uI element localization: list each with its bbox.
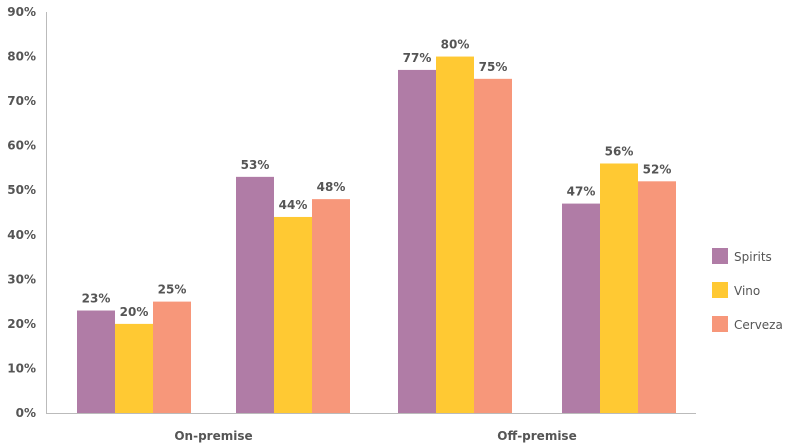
legend-swatch-vino xyxy=(712,282,728,298)
x-axis-group-labels: On-premise Off-premise xyxy=(174,429,576,443)
x-group-label: On-premise xyxy=(174,429,252,443)
y-axis-ticks: 0% 10% 20% 30% 40% 50% 60% 70% 80% 90% xyxy=(7,5,36,420)
legend-swatch-cerveza xyxy=(712,316,728,332)
y-tick-label: 10% xyxy=(7,361,36,375)
data-label-cerveza: 25% xyxy=(158,283,187,297)
data-label-cerveza: 48% xyxy=(317,180,346,194)
bar-cerveza xyxy=(153,301,191,413)
data-label-spirits: 23% xyxy=(82,292,111,306)
data-label-vino: 80% xyxy=(441,38,470,52)
bars xyxy=(77,56,676,414)
bar-spirits xyxy=(77,310,115,413)
legend-label-spirits: Spirits xyxy=(734,250,772,264)
bar-spirits xyxy=(236,176,274,413)
y-tick-label: 0% xyxy=(16,406,36,420)
bar-spirits xyxy=(562,203,600,413)
data-label-cerveza: 75% xyxy=(479,60,508,74)
bar-cerveza xyxy=(312,199,350,413)
data-label-spirits: 53% xyxy=(241,158,270,172)
data-label-spirits: 77% xyxy=(403,51,432,65)
legend-label-vino: Vino xyxy=(734,284,760,298)
data-label-spirits: 47% xyxy=(567,185,596,199)
data-label-vino: 20% xyxy=(120,305,149,319)
y-tick-label: 50% xyxy=(7,183,36,197)
legend-label-cerveza: Cerveza xyxy=(734,318,783,332)
bar-spirits xyxy=(398,69,436,413)
data-label-vino: 56% xyxy=(605,144,634,158)
bar-vino xyxy=(115,323,153,413)
data-label-cerveza: 52% xyxy=(643,162,672,176)
y-tick-label: 70% xyxy=(7,94,36,108)
y-tick-label: 60% xyxy=(7,139,36,153)
bar-cerveza xyxy=(638,181,676,413)
y-tick-label: 30% xyxy=(7,272,36,286)
y-tick-label: 40% xyxy=(7,228,36,242)
legend: Spirits Vino Cerveza xyxy=(712,248,783,332)
y-tick-label: 20% xyxy=(7,317,36,331)
bar-cerveza xyxy=(474,78,512,413)
y-tick-label: 80% xyxy=(7,50,36,64)
bar-vino xyxy=(436,56,474,414)
data-labels: 23% 53% 77% 47% 20% 44% 80% 56% 25% 48% 75% 52% xyxy=(82,38,672,319)
x-group-label: Off-premise xyxy=(497,429,576,443)
y-tick-label: 90% xyxy=(7,5,36,19)
bar-vino xyxy=(274,216,312,413)
bar-vino xyxy=(600,163,638,413)
legend-swatch-spirits xyxy=(712,248,728,264)
data-label-vino: 44% xyxy=(279,198,308,212)
